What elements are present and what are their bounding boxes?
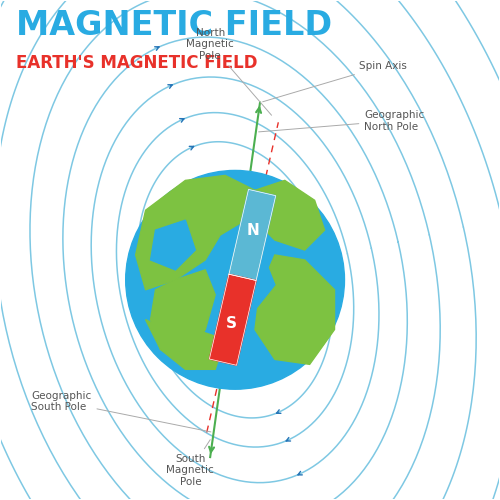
Polygon shape bbox=[230, 255, 275, 310]
Polygon shape bbox=[229, 190, 276, 280]
Text: S: S bbox=[226, 316, 237, 332]
Text: South
Magnetic
Pole: South Magnetic Pole bbox=[166, 440, 214, 487]
Polygon shape bbox=[136, 176, 255, 290]
Text: EARTH'S MAGNETIC FIELD: EARTH'S MAGNETIC FIELD bbox=[16, 54, 258, 72]
Text: MAGNETIC FIELD: MAGNETIC FIELD bbox=[16, 9, 332, 42]
Text: Geographic
South Pole: Geographic South Pole bbox=[31, 391, 211, 432]
Text: Geographic
North Pole: Geographic North Pole bbox=[258, 110, 424, 132]
Circle shape bbox=[126, 170, 344, 389]
Polygon shape bbox=[150, 270, 215, 360]
Text: N: N bbox=[247, 223, 260, 238]
Text: North
Magnetic
Pole: North Magnetic Pole bbox=[186, 28, 272, 115]
Text: Spin Axis: Spin Axis bbox=[262, 61, 408, 102]
Polygon shape bbox=[255, 180, 324, 250]
Polygon shape bbox=[210, 274, 256, 366]
Polygon shape bbox=[146, 320, 225, 370]
Polygon shape bbox=[255, 255, 334, 364]
Polygon shape bbox=[150, 220, 196, 270]
